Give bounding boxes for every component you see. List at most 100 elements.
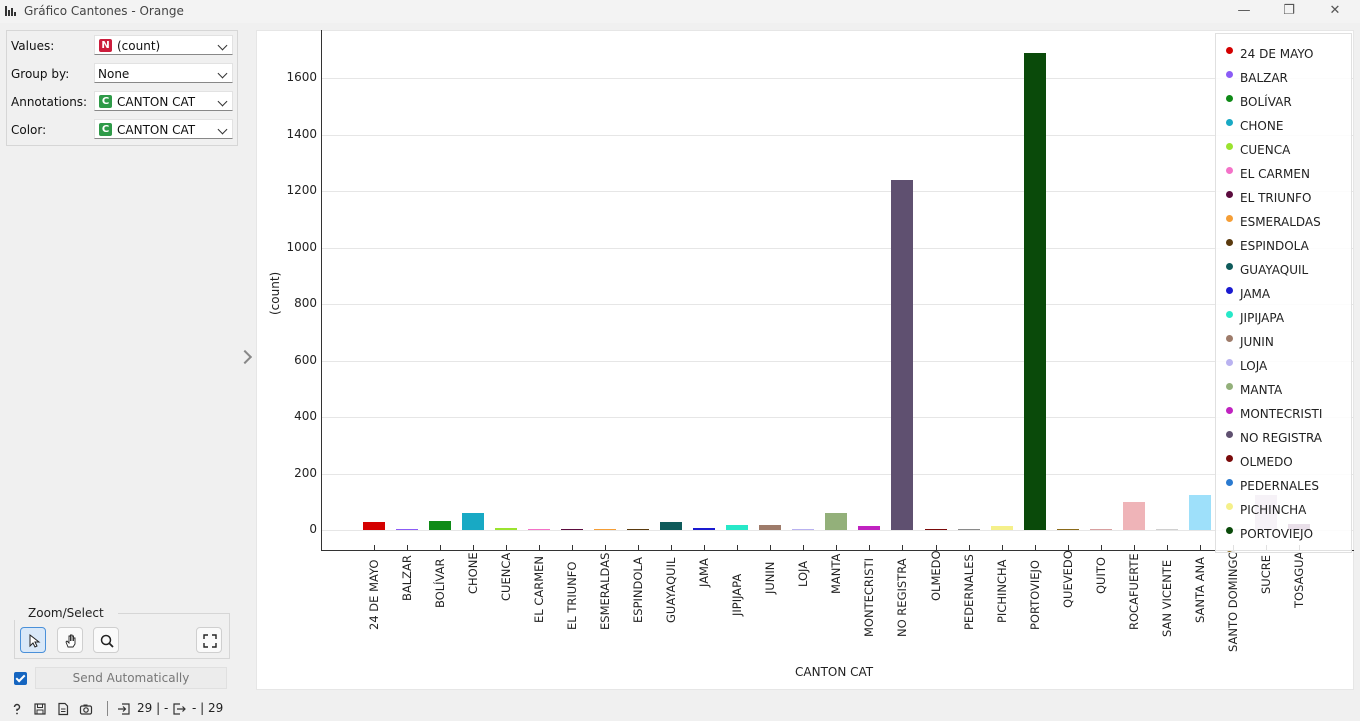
x-tick-mark xyxy=(737,545,738,550)
x-axis xyxy=(322,550,1354,551)
bar-espindola[interactable] xyxy=(627,529,650,530)
x-tick-label: MONTECRISTI xyxy=(862,558,877,638)
input-icon xyxy=(118,703,130,715)
send-automatically-checkbox[interactable] xyxy=(14,672,27,685)
legend-dot-icon xyxy=(1226,311,1233,318)
bar-esmeraldas[interactable] xyxy=(594,529,617,530)
bar-el-triunfo[interactable] xyxy=(561,529,584,530)
close-button[interactable]: ✕ xyxy=(1329,3,1341,18)
values-combo[interactable]: N (count) xyxy=(94,35,233,55)
x-tick-label: GUAYAQUIL xyxy=(664,557,679,623)
legend-dot-icon xyxy=(1226,503,1233,510)
bar-quito[interactable] xyxy=(1089,528,1112,530)
x-tick-mark xyxy=(1200,545,1201,550)
bar-guayaquil[interactable] xyxy=(660,521,683,530)
bar-bol-var[interactable] xyxy=(429,520,452,530)
values-combo-value: (count) xyxy=(117,39,161,53)
bar-san-vicente[interactable] xyxy=(1155,529,1178,530)
bar-jipijapa[interactable] xyxy=(726,524,749,530)
x-tick-label: JAMA xyxy=(697,557,712,587)
legend-label: NO REGISTRA xyxy=(1240,431,1323,445)
x-tick-label: LOJA xyxy=(796,560,811,587)
x-tick-label: QUEVEDO xyxy=(1060,550,1075,609)
minimize-button[interactable]: — xyxy=(1237,3,1251,18)
legend-label: JUNIN xyxy=(1240,335,1274,349)
x-tick-mark xyxy=(374,545,375,550)
group-combo[interactable]: None xyxy=(94,63,233,83)
x-tick-mark xyxy=(1035,545,1036,550)
bar-chone[interactable] xyxy=(462,513,485,530)
color-combo[interactable]: C CANTON CAT xyxy=(94,119,233,139)
gridline xyxy=(322,78,1354,79)
x-tick-label: SANTO DOMINGO xyxy=(1225,550,1240,652)
bar-pedernales[interactable] xyxy=(957,529,980,530)
legend-label: MONTECRISTI xyxy=(1240,407,1323,421)
legend-dot-icon xyxy=(1226,359,1233,366)
x-tick-label: ESMERALDAS xyxy=(598,552,613,630)
fullscreen-icon xyxy=(203,634,217,648)
help-icon[interactable] xyxy=(10,702,24,716)
status-divider xyxy=(107,701,108,716)
title-bar: Gráfico Cantones - Orange — ❐ ✕ xyxy=(0,0,1360,23)
select-tool-button[interactable] xyxy=(20,627,46,653)
legend-dot-icon xyxy=(1226,335,1233,342)
gridline xyxy=(322,304,1354,305)
x-tick-label: OLMEDO xyxy=(928,550,943,602)
bar-junin[interactable] xyxy=(759,524,782,530)
categorical-tag-icon: C xyxy=(99,123,112,136)
x-tick-label: NO REGISTRA xyxy=(895,558,910,638)
legend-dot-icon xyxy=(1226,455,1233,462)
y-tick-label: 1600 xyxy=(286,70,317,84)
bar-el-carmen[interactable] xyxy=(528,529,551,530)
bar-manta[interactable] xyxy=(825,513,848,530)
x-tick-label: ESPINDOLA xyxy=(631,556,646,623)
annotations-row: Annotations: C CANTON CAT xyxy=(11,91,233,113)
legend-dot-icon xyxy=(1226,383,1233,390)
reset-zoom-button[interactable] xyxy=(196,627,222,653)
zoom-tool-button[interactable] xyxy=(93,627,119,653)
x-tick-label: JIPIJAPA xyxy=(730,573,745,616)
bar-no-registra[interactable] xyxy=(891,179,914,530)
control-panel: Values: N (count) Group by: None Annotat… xyxy=(0,23,245,695)
cursor-icon xyxy=(29,633,41,648)
x-tick-label: TOSAGUA xyxy=(1291,551,1306,609)
x-tick-mark xyxy=(1068,545,1069,550)
save-icon[interactable] xyxy=(33,702,47,716)
chevron-down-icon xyxy=(217,68,228,79)
bar-olmedo[interactable] xyxy=(924,528,947,530)
camera-icon[interactable] xyxy=(79,702,93,716)
bar-loja[interactable] xyxy=(792,529,815,530)
bar-cuenca[interactable] xyxy=(495,527,518,530)
bar-quevedo[interactable] xyxy=(1056,528,1079,530)
x-tick-mark xyxy=(969,545,970,550)
x-tick-mark xyxy=(902,545,903,550)
legend-label: EL TRIUNFO xyxy=(1240,191,1312,205)
gridline xyxy=(322,474,1354,475)
bar-24-de-mayo[interactable] xyxy=(363,521,385,530)
bar-montecristi[interactable] xyxy=(858,526,881,530)
y-tick-label: 0 xyxy=(309,522,317,536)
x-tick-mark xyxy=(836,545,837,550)
bar-jama[interactable] xyxy=(693,527,716,530)
pan-tool-button[interactable] xyxy=(57,627,83,653)
legend-dot-icon xyxy=(1226,95,1233,102)
x-tick-mark xyxy=(572,545,573,550)
bar-pichincha[interactable] xyxy=(990,526,1013,530)
y-tick-label: 600 xyxy=(294,353,317,367)
plot-area[interactable] xyxy=(256,30,1354,690)
send-automatically-button[interactable]: Send Automatically xyxy=(35,667,227,689)
legend-label: CUENCA xyxy=(1240,143,1291,157)
x-tick-mark xyxy=(869,545,870,550)
report-icon[interactable] xyxy=(56,702,70,716)
legend-label: PICHINCHA xyxy=(1240,503,1307,517)
bar-rocafuerte[interactable] xyxy=(1122,501,1145,530)
legend-label: EL CARMEN xyxy=(1240,167,1310,181)
x-tick-mark xyxy=(704,545,705,550)
legend[interactable]: 24 DE MAYO BALZAR BOLÍVAR CHONE CUENCA EL CAR… xyxy=(1215,33,1352,553)
bar-balzar[interactable] xyxy=(396,528,419,530)
bar-santa-ana[interactable] xyxy=(1188,494,1211,530)
legend-label: BALZAR xyxy=(1240,71,1288,85)
restore-button[interactable]: ❐ xyxy=(1283,3,1295,18)
annotations-combo[interactable]: C CANTON CAT xyxy=(94,91,233,111)
bar-portoviejo[interactable] xyxy=(1023,52,1046,530)
